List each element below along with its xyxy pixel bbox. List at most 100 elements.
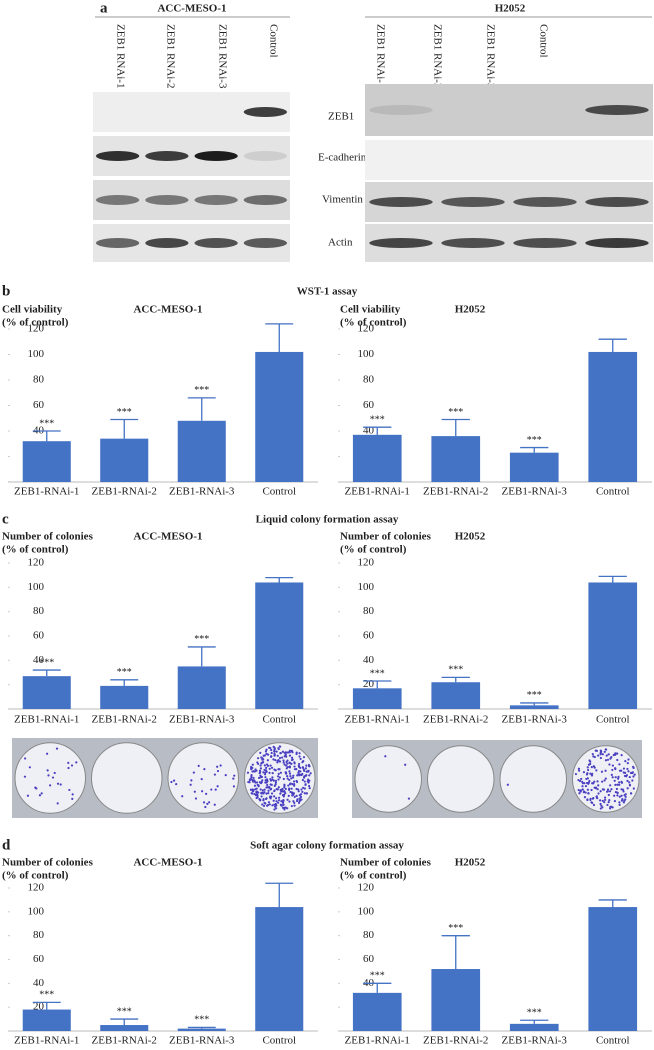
blot-band — [369, 105, 433, 115]
colony — [597, 754, 600, 757]
colony — [290, 758, 294, 762]
bar — [255, 351, 304, 482]
error-bar — [110, 1018, 139, 1026]
bar — [22, 676, 71, 709]
colony — [291, 776, 295, 779]
colony — [259, 751, 262, 754]
x-tick-label: ZEB1-RNAi-3 — [502, 1035, 568, 1047]
colony — [597, 784, 600, 787]
colony — [292, 792, 296, 795]
colony — [295, 794, 298, 797]
colony — [287, 788, 291, 792]
lane-label: ZEB1 RNAi-3 — [216, 24, 228, 89]
error-bar — [598, 899, 627, 908]
colony — [577, 788, 580, 792]
colony — [590, 774, 594, 777]
colony — [628, 781, 631, 784]
lane-label: ZEB1 RNAi-1 — [374, 24, 386, 88]
colony — [603, 801, 606, 804]
colony — [299, 795, 303, 799]
colony — [616, 794, 619, 797]
colony — [626, 762, 629, 765]
colony — [250, 773, 253, 777]
error-bar — [520, 702, 549, 706]
colony — [607, 801, 610, 804]
colony — [577, 767, 581, 770]
colony — [202, 801, 206, 804]
well — [354, 745, 422, 813]
colony — [601, 799, 604, 802]
colony — [587, 792, 590, 795]
colony — [628, 783, 632, 786]
colony — [610, 756, 613, 759]
colony — [589, 772, 592, 775]
colony — [273, 747, 276, 750]
colony — [631, 779, 634, 782]
significance: *** — [527, 690, 542, 701]
colony — [264, 797, 268, 801]
significance: *** — [370, 971, 385, 982]
error-bar — [187, 1026, 216, 1029]
colony — [404, 763, 407, 766]
colony — [268, 786, 271, 789]
colony — [596, 780, 599, 783]
colony — [279, 792, 282, 795]
bar — [177, 420, 226, 482]
colony — [258, 798, 261, 801]
blot-band — [95, 195, 140, 205]
colony — [265, 792, 268, 795]
cell-line: H2052 — [495, 3, 526, 15]
colony — [270, 751, 273, 755]
x-tick-label: ZEB1-RNAi-1 — [345, 1035, 410, 1047]
colony — [582, 791, 585, 794]
colony — [273, 768, 276, 771]
colony — [71, 797, 74, 800]
colony — [59, 783, 62, 786]
colony — [277, 759, 280, 762]
colony — [587, 782, 590, 785]
blot-band — [585, 238, 649, 248]
colony — [605, 754, 608, 757]
colony — [384, 755, 387, 758]
colony — [626, 779, 629, 782]
colony — [284, 751, 287, 754]
x-tick-label: Control — [262, 486, 296, 498]
y-tick-label: 60 — [33, 399, 45, 411]
colony — [275, 797, 278, 800]
y-tick-label: 80 — [33, 929, 45, 941]
colony — [592, 803, 596, 807]
colony — [262, 771, 265, 774]
colony — [265, 778, 269, 781]
colony — [618, 801, 621, 804]
y-tick-label: 40 — [33, 654, 45, 666]
colony — [287, 784, 290, 787]
panel-letter: b — [2, 283, 10, 299]
y-tick-label: 120 — [28, 557, 45, 569]
colony — [293, 783, 296, 786]
colony — [46, 769, 49, 772]
colony — [213, 803, 216, 806]
colony — [581, 785, 584, 788]
chart-title: ACC-MESO-1 — [133, 857, 202, 869]
error-bar — [441, 418, 470, 437]
blot-band — [145, 195, 189, 205]
x-tick-label: ZEB1-RNAi-2 — [423, 486, 488, 498]
colony — [589, 798, 592, 801]
colony — [273, 808, 276, 811]
colony — [618, 769, 622, 772]
colony — [224, 774, 227, 777]
colony — [600, 750, 603, 753]
colony — [618, 795, 621, 798]
colony — [269, 746, 272, 750]
colony — [273, 784, 276, 788]
x-tick-label: ZEB1-RNAi-1 — [14, 1035, 79, 1047]
colony — [255, 794, 258, 797]
colony — [269, 777, 272, 781]
colony — [269, 797, 272, 800]
colony — [189, 783, 192, 786]
error-bar — [32, 1001, 61, 1010]
colony — [299, 793, 303, 796]
colony — [286, 798, 289, 801]
colony — [205, 792, 208, 795]
colony — [272, 745, 275, 748]
